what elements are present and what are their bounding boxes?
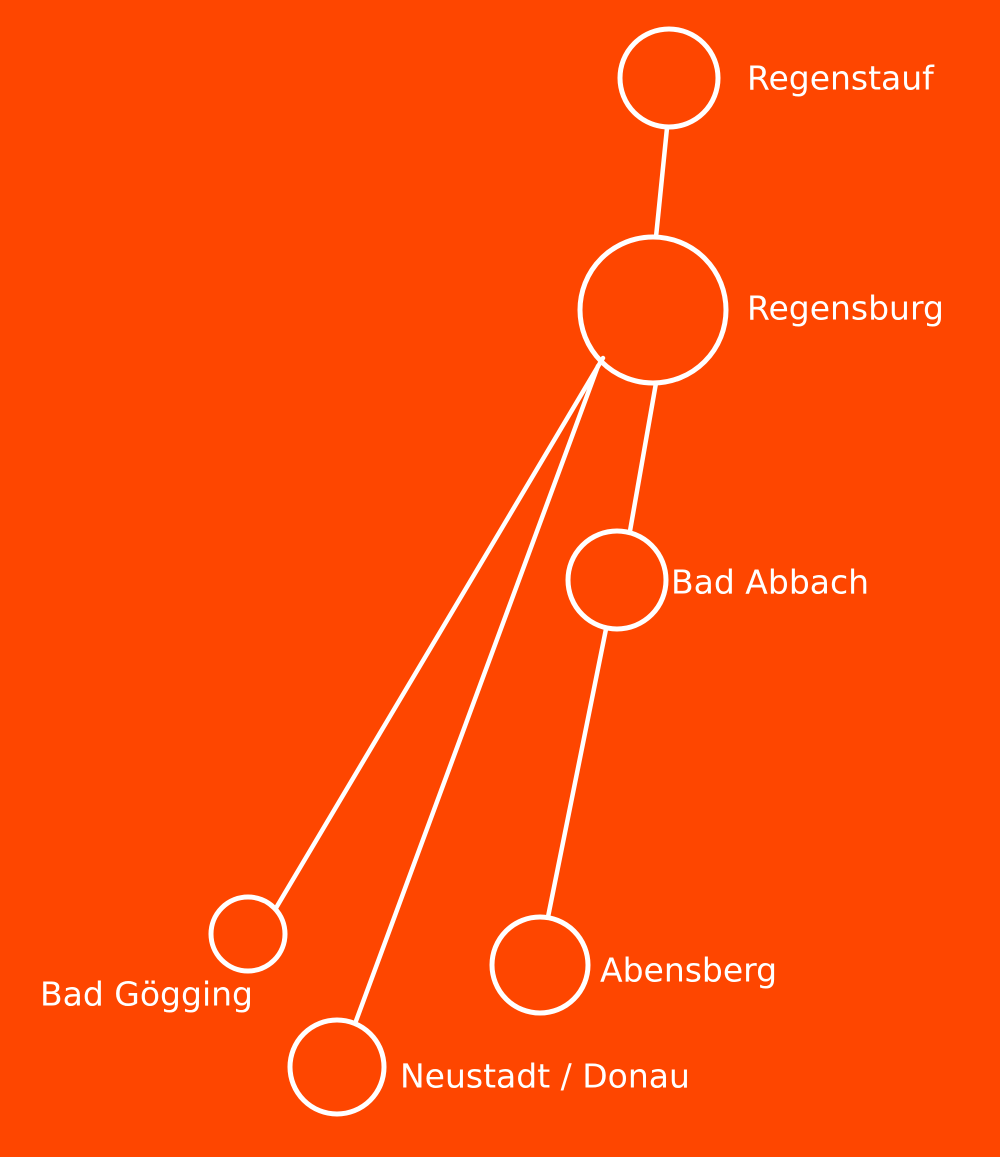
node-bad-goegging [208, 894, 288, 974]
edge-regenstauf-regensburg [653, 125, 670, 240]
label-regensburg: Regensburg [747, 289, 944, 328]
label-bad-abbach: Bad Abbach [671, 563, 869, 602]
node-bad-abbach [565, 528, 669, 632]
node-abensberg [489, 914, 591, 1016]
edge-regensburg-bad-abbach [627, 380, 659, 534]
label-neustadt: Neustadt / Donau [400, 1057, 690, 1096]
edge-bad-abbach-abensberg [545, 626, 609, 920]
node-neustadt [287, 1017, 387, 1117]
label-bad-goegging: Bad Gögging [40, 975, 253, 1014]
label-regenstauf: Regenstauf [747, 59, 935, 98]
label-abensberg: Abensberg [600, 951, 777, 990]
edge-regensburg-neustadt [353, 363, 601, 1024]
node-regenstauf [617, 26, 721, 130]
edge-regensburg-bad-goegging [273, 355, 606, 911]
node-regensburg [577, 234, 729, 386]
